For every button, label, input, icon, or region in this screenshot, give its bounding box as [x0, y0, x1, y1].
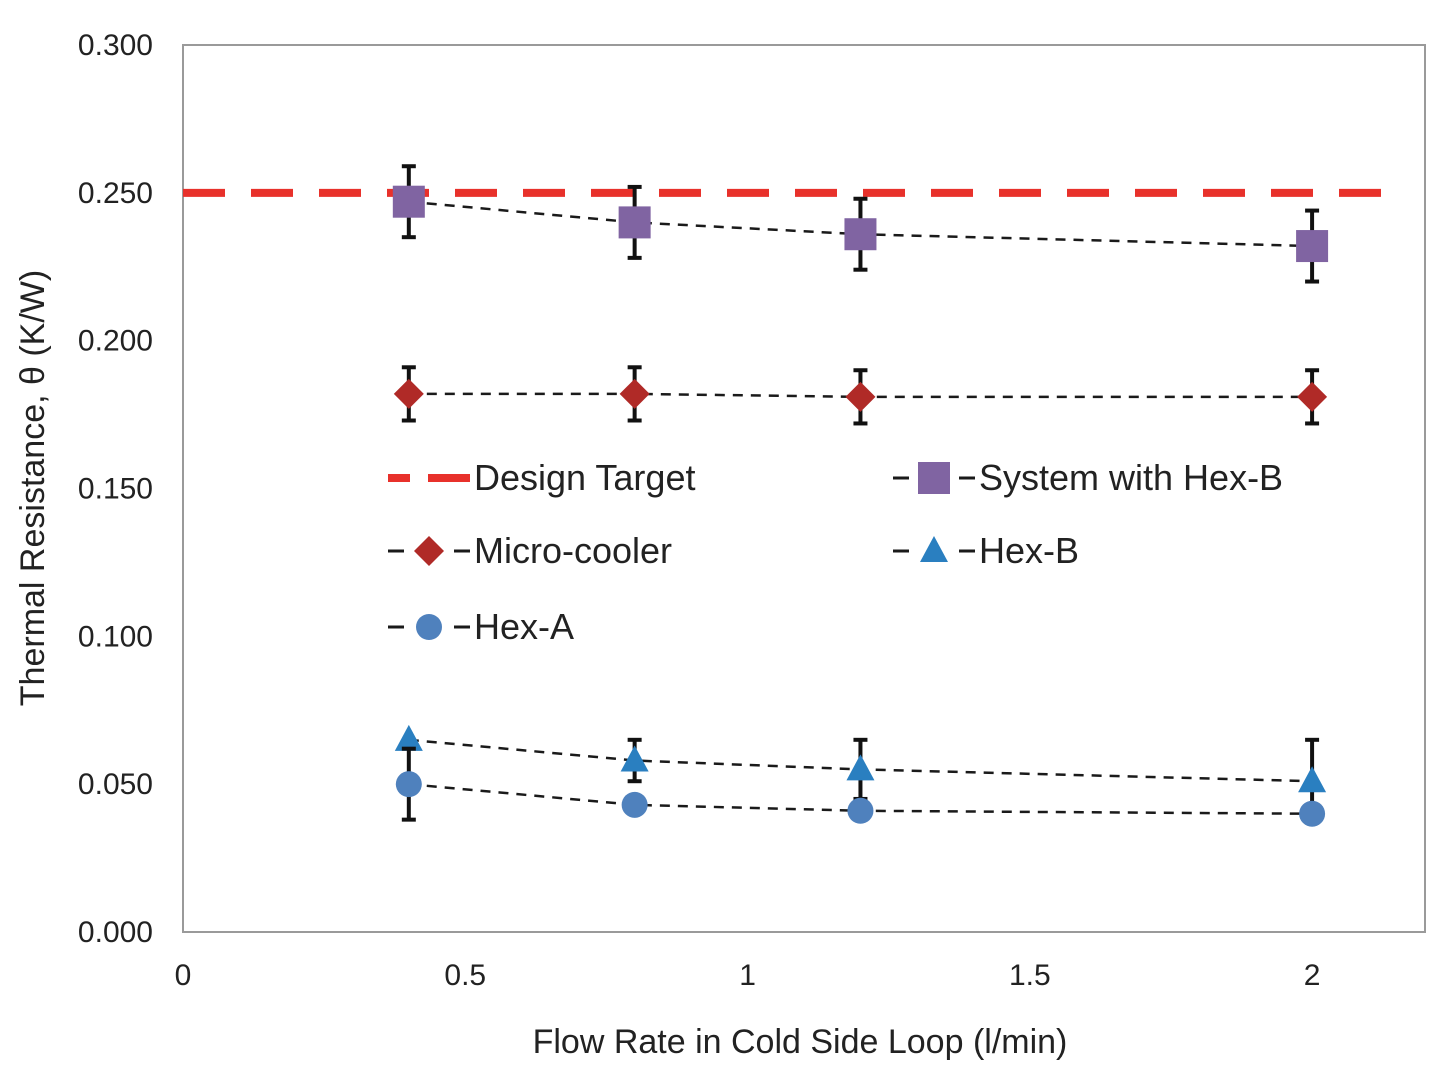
x-axis-title: Flow Rate in Cold Side Loop (l/min)	[533, 1023, 1068, 1061]
data-point-triangle	[846, 754, 875, 781]
data-point-circle	[847, 797, 874, 824]
data-point-diamond	[619, 378, 650, 409]
legend-marker	[920, 536, 948, 562]
series-line	[408, 738, 1313, 783]
legend-label: System with Hex-B	[979, 457, 1283, 498]
legend-marker	[918, 462, 950, 494]
data-point-square	[844, 218, 877, 251]
data-point-square	[1296, 230, 1329, 263]
x-tick-label: 0.5	[444, 959, 486, 992]
data-point-circle	[1299, 800, 1326, 827]
data-point-diamond	[1297, 381, 1328, 412]
legend-label: Design Target	[474, 457, 695, 498]
data-point-diamond	[845, 381, 876, 412]
legend-item-hex-b: Hex-B	[893, 530, 1079, 571]
series-line	[408, 200, 1313, 248]
data-point-square	[618, 206, 651, 239]
x-tick-label: 2	[1304, 959, 1321, 992]
legend: Design Target System with Hex-B Micro-cool…	[388, 457, 1283, 647]
data-point-triangle	[620, 745, 649, 772]
series-line	[408, 782, 1313, 815]
x-tick-label: 0	[175, 959, 192, 992]
y-tick-label: 0.200	[78, 325, 153, 358]
legend-label: Hex-B	[979, 530, 1079, 571]
series-layer	[183, 164, 1403, 827]
series-hex-a	[395, 746, 1326, 827]
x-tick-labels: 0 0.5 1 1.5 2	[175, 959, 1321, 992]
data-point-circle	[395, 771, 422, 798]
x-tick-label: 1.5	[1009, 959, 1051, 992]
data-point-circle	[621, 791, 648, 818]
y-tick-label: 0.050	[78, 768, 153, 801]
series-hex-b	[394, 724, 1327, 825]
data-point-triangle	[394, 724, 423, 751]
legend-item-hex-a: Hex-A	[388, 606, 574, 647]
y-tick-label: 0.300	[78, 29, 153, 62]
y-tick-label: 0.150	[78, 473, 153, 506]
data-point-triangle	[1298, 766, 1327, 793]
y-axis-title: Thermal Resistance, θ (K/W)	[14, 270, 52, 706]
y-tick-labels: 0.000 0.050 0.100 0.150 0.200 0.250 0.300	[78, 29, 153, 949]
series-system-with-hex-b	[392, 164, 1329, 284]
legend-marker	[414, 536, 444, 566]
legend-label: Hex-A	[474, 606, 574, 647]
series-micro-cooler	[393, 365, 1328, 426]
y-tick-label: 0.100	[78, 620, 153, 653]
data-point-square	[392, 185, 425, 218]
legend-item-system-with-hex-b: System with Hex-B	[893, 457, 1283, 498]
legend-item-micro-cooler: Micro-cooler	[388, 530, 672, 571]
y-tick-label: 0.000	[78, 916, 153, 949]
data-point-diamond	[393, 378, 424, 409]
y-tick-label: 0.250	[78, 177, 153, 210]
legend-marker	[416, 614, 442, 640]
series-line	[408, 392, 1313, 399]
legend-label: Micro-cooler	[474, 530, 672, 571]
legend-item-design-target: Design Target	[388, 457, 695, 498]
x-tick-label: 1	[739, 959, 756, 992]
